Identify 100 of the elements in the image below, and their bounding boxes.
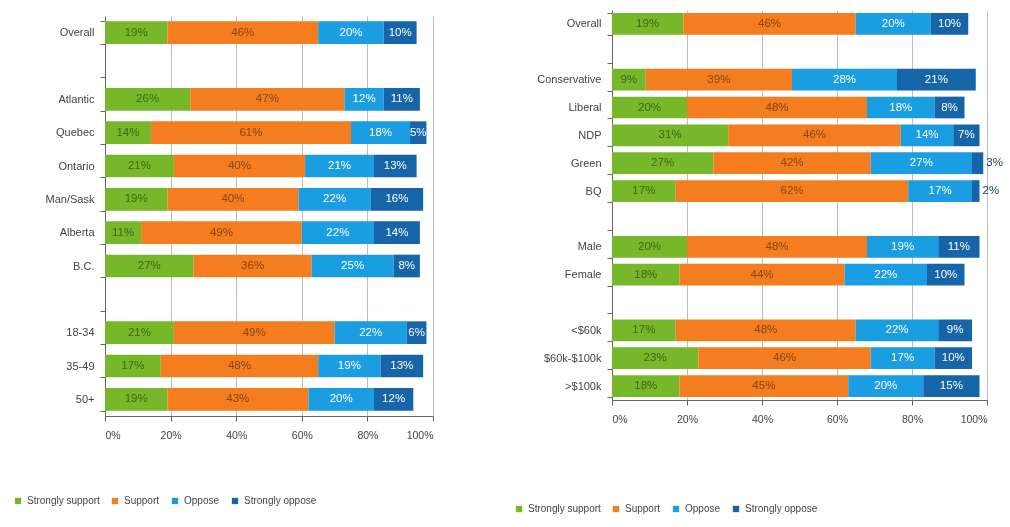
- data-label: 46%: [757, 16, 782, 29]
- data-label: 17%: [891, 351, 915, 364]
- data-label: 46%: [772, 351, 797, 364]
- data-label: 11%: [947, 239, 970, 252]
- data-label: 23%: [643, 351, 667, 364]
- y-tick-label: Man/Sask: [45, 192, 95, 205]
- data-label: 28%: [832, 72, 857, 85]
- data-label: 47%: [255, 92, 279, 105]
- data-label: 45%: [752, 379, 776, 392]
- data-label: 49%: [209, 225, 233, 238]
- y-tick-label: Overall: [59, 26, 95, 39]
- data-label: 21%: [328, 159, 352, 171]
- data-label: 48%: [765, 100, 789, 113]
- data-label: 13%: [390, 359, 414, 371]
- x-tick-label: 20%: [160, 428, 182, 441]
- data-label: 19%: [124, 392, 148, 405]
- data-label: 18%: [889, 100, 913, 113]
- x-tick-label: 60%: [291, 428, 313, 441]
- legend-label: Oppose: [685, 503, 721, 514]
- data-label: 46%: [802, 128, 827, 141]
- data-label: 22%: [359, 325, 383, 338]
- data-label: 18%: [634, 267, 658, 280]
- legend-label: Support: [625, 503, 661, 514]
- y-tick-label: Female: [564, 268, 602, 281]
- data-label: 18%: [634, 379, 658, 392]
- x-tick-label: 0%: [105, 428, 121, 441]
- x-tick-label: 20%: [676, 412, 699, 425]
- legend-label: Strongly oppose: [745, 503, 818, 514]
- legend-label: Strongly oppose: [244, 495, 317, 506]
- data-label: 10%: [934, 267, 958, 280]
- data-label: 20%: [329, 392, 353, 405]
- data-label: 2%: [982, 184, 1000, 197]
- data-label: 21%: [127, 159, 151, 171]
- data-label: 31%: [658, 128, 682, 141]
- data-label: 42%: [780, 156, 804, 169]
- data-label: 27%: [137, 259, 161, 271]
- data-label: 5%: [409, 125, 427, 138]
- data-label: 22%: [323, 192, 347, 205]
- y-tick-label: Male: [577, 240, 602, 253]
- data-label: 17%: [928, 184, 952, 197]
- y-tick-label: 50+: [75, 392, 95, 405]
- data-label: 19%: [337, 359, 361, 371]
- data-label: 10%: [941, 351, 965, 364]
- y-tick-label: 18-34: [66, 326, 95, 339]
- y-tick-label: Green: [570, 156, 602, 169]
- x-tick-label: 40%: [226, 428, 248, 441]
- data-label: 39%: [707, 72, 731, 85]
- y-tick-label: >$100k: [565, 379, 602, 392]
- y-tick-label: $60k-$100k: [544, 351, 602, 364]
- data-label: 20%: [881, 16, 905, 29]
- data-label: 14%: [116, 125, 140, 138]
- data-label: 19%: [891, 239, 915, 252]
- y-tick-label: Conservative: [537, 73, 602, 86]
- data-label: 27%: [651, 156, 675, 169]
- y-tick-label: Liberal: [568, 101, 602, 113]
- data-label: 61%: [239, 125, 263, 138]
- data-label: 27%: [909, 156, 933, 169]
- data-label: 48%: [227, 359, 251, 371]
- data-label: 6%: [408, 325, 425, 338]
- data-label: 22%: [885, 323, 909, 336]
- data-label: 13%: [383, 159, 407, 171]
- x-tick-label: 100%: [960, 412, 988, 425]
- y-tick-label: Ontario: [58, 159, 95, 172]
- data-label: 12%: [352, 92, 376, 105]
- legend-label: Strongly support: [528, 503, 602, 514]
- data-label: 43%: [226, 392, 250, 405]
- legend-label: Strongly support: [27, 495, 101, 506]
- data-label: 46%: [231, 25, 255, 38]
- x-tick-label: 80%: [357, 428, 379, 441]
- data-label: 62%: [780, 184, 804, 197]
- data-label: 14%: [915, 128, 939, 141]
- data-label: 12%: [382, 392, 406, 405]
- data-label: 21%: [924, 72, 948, 85]
- data-label: 10%: [388, 25, 412, 38]
- data-label: 48%: [765, 239, 789, 252]
- x-tick-label: 100%: [406, 428, 434, 441]
- y-tick-label: 35-49: [66, 359, 95, 372]
- data-label: 44%: [750, 267, 774, 280]
- legend-label: Support: [124, 495, 160, 506]
- data-label: 40%: [221, 192, 245, 205]
- data-label: 11%: [390, 92, 413, 105]
- y-tick-label: Atlantic: [58, 92, 95, 105]
- y-tick-label: BQ: [585, 184, 602, 197]
- data-label: 19%: [636, 16, 660, 29]
- data-label: 9%: [946, 323, 964, 336]
- x-tick-label: 80%: [901, 412, 924, 425]
- x-tick-label: 60%: [826, 412, 849, 425]
- data-label: 17%: [632, 323, 656, 336]
- data-label: 20%: [339, 25, 363, 38]
- data-label: 26%: [136, 92, 160, 105]
- data-label: 20%: [874, 379, 898, 392]
- data-label: 7%: [958, 128, 975, 141]
- data-label: 17%: [632, 184, 656, 197]
- data-label: 9%: [620, 72, 638, 85]
- data-label: 15%: [939, 379, 963, 392]
- y-tick-label: NDP: [578, 128, 602, 141]
- y-tick-label: Quebec: [55, 126, 95, 139]
- y-tick-label: <$60k: [571, 323, 602, 336]
- data-label: 25%: [341, 259, 365, 271]
- data-label: 19%: [124, 25, 148, 38]
